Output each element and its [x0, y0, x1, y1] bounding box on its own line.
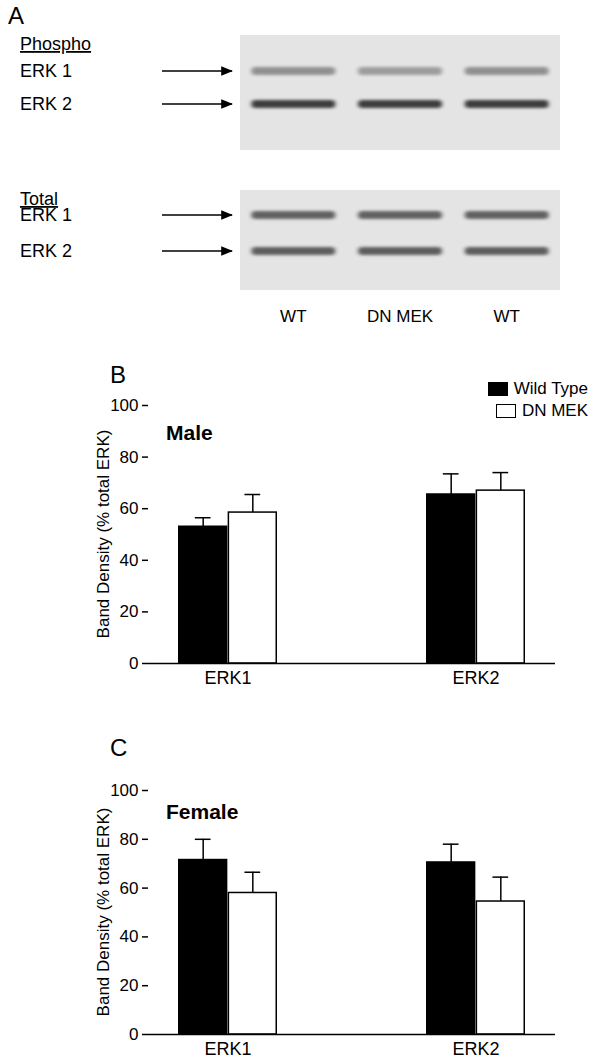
html-text:Female: Female	[166, 800, 239, 823]
svg-text:Total: Total	[20, 189, 58, 209]
svg-text:40: 40	[120, 927, 139, 946]
html-text:Male: Male	[166, 421, 213, 444]
html-text:Band Density (% total ERK): Band Density (% total ERK)	[94, 807, 113, 1017]
svg-text:ERK 2: ERK 2	[20, 94, 72, 114]
svg-text:0: 0	[129, 1025, 138, 1044]
svg-text:ERK1: ERK1	[204, 1039, 251, 1059]
svg-text:Phospho: Phospho	[20, 34, 91, 54]
svg-text:20: 20	[120, 976, 139, 995]
svg-text:80: 80	[120, 448, 139, 467]
svg-text:100: 100	[110, 781, 138, 800]
svg-text:WT: WT	[280, 307, 306, 326]
svg-text:100: 100	[110, 396, 138, 415]
html-text:Band Density (% total ERK): Band Density (% total ERK)	[94, 429, 113, 639]
svg-text:60: 60	[120, 879, 139, 898]
svg-text:ERK 1: ERK 1	[20, 205, 72, 225]
svg-text:40: 40	[120, 551, 139, 570]
svg-text:20: 20	[120, 602, 139, 621]
svg-text:ERK 1: ERK 1	[20, 61, 72, 81]
svg-text:ERK2: ERK2	[452, 1039, 499, 1059]
html-text:C: C	[110, 734, 128, 761]
html-text:B: B	[110, 361, 126, 388]
html-text:DN MEK: DN MEK	[521, 400, 588, 420]
svg-text:DN MEK: DN MEK	[367, 307, 434, 326]
svg-text:ERK 2: ERK 2	[20, 241, 72, 261]
html-text:Wild Type: Wild Type	[513, 378, 588, 398]
svg-text:ERK1: ERK1	[204, 668, 251, 688]
svg-text:0: 0	[129, 654, 138, 673]
svg-text:80: 80	[120, 830, 139, 849]
svg-text:60: 60	[120, 499, 139, 518]
svg-text:ERK2: ERK2	[452, 668, 499, 688]
svg-text:A: A	[8, 2, 24, 29]
svg-text:WT: WT	[493, 307, 519, 326]
